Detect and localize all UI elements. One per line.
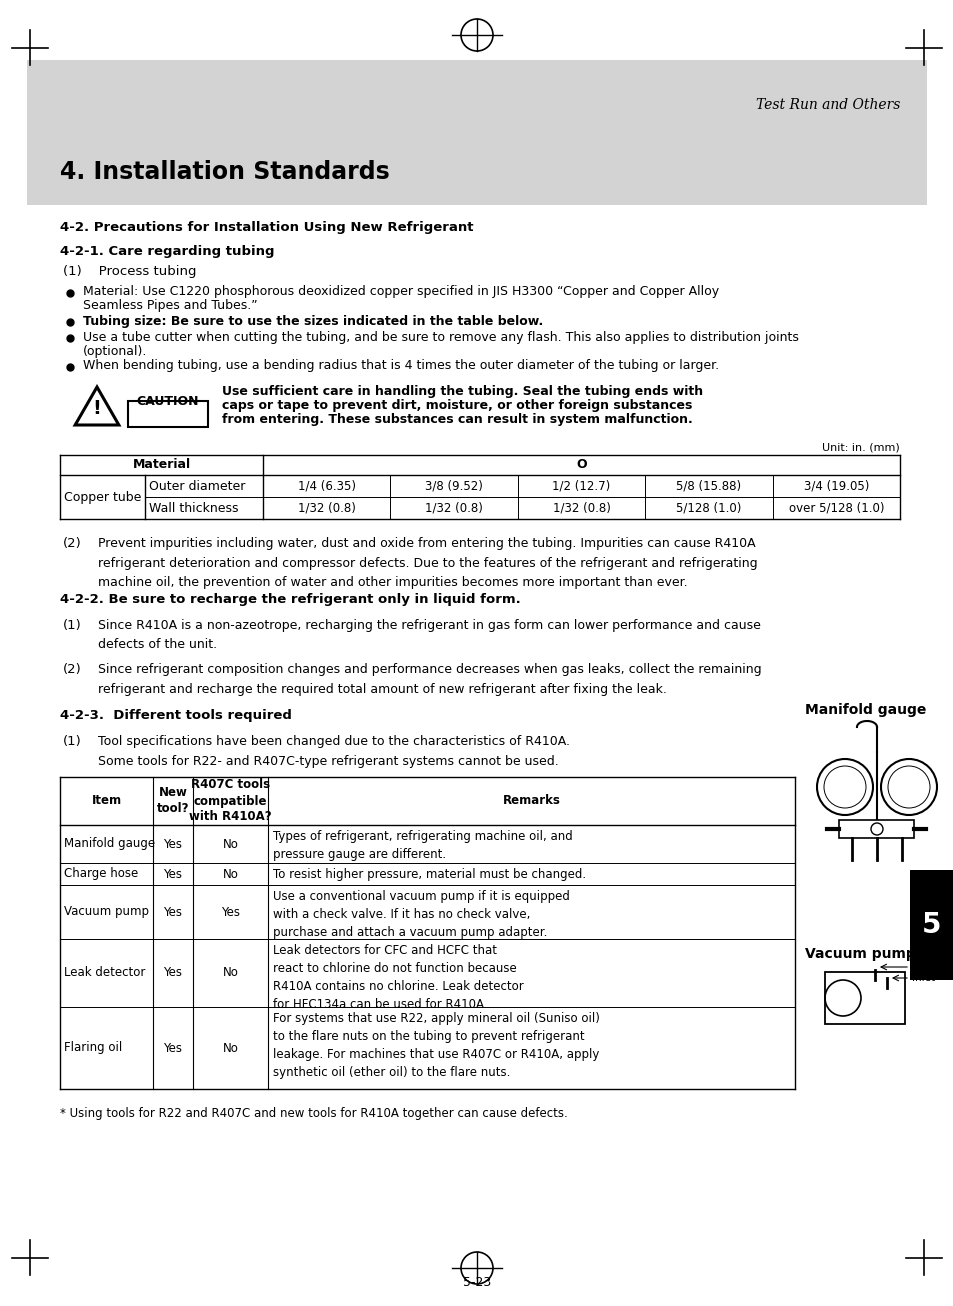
Text: Leak detector: Leak detector xyxy=(64,966,145,980)
Text: New
tool?: New tool? xyxy=(156,786,189,815)
Text: 1/32 (0.8): 1/32 (0.8) xyxy=(297,502,355,515)
Text: Material: Material xyxy=(132,458,191,471)
Text: Use sufficient care in handling the tubing. Seal the tubing ends with: Use sufficient care in handling the tubi… xyxy=(222,385,702,398)
Text: Yes: Yes xyxy=(163,1041,182,1054)
Text: Charge hose: Charge hose xyxy=(64,867,138,880)
Text: (1)    Process tubing: (1) Process tubing xyxy=(63,265,196,278)
Text: (1): (1) xyxy=(63,619,82,632)
Bar xyxy=(909,870,953,980)
Text: Use a conventional vacuum pump if it is equipped
with a check valve. If it has n: Use a conventional vacuum pump if it is … xyxy=(273,889,569,939)
Text: (2): (2) xyxy=(63,663,82,677)
Text: For systems that use R22, apply mineral oil (Suniso oil)
to the flare nuts on th: For systems that use R22, apply mineral … xyxy=(273,1012,599,1079)
Text: 5/8 (15.88): 5/8 (15.88) xyxy=(676,479,740,492)
Text: No: No xyxy=(222,867,238,880)
Text: 4. Installation Standards: 4. Installation Standards xyxy=(60,161,390,184)
Text: Tubing size: Be sure to use the sizes indicated in the table below.: Tubing size: Be sure to use the sizes in… xyxy=(83,315,542,328)
Text: Flaring oil: Flaring oil xyxy=(64,1041,122,1054)
Text: Manifold gauge: Manifold gauge xyxy=(804,703,925,717)
Text: Item: Item xyxy=(91,794,121,807)
Text: Yes: Yes xyxy=(163,905,182,918)
Text: Vacuum pump: Vacuum pump xyxy=(64,905,149,918)
Text: Use a tube cutter when cutting the tubing, and be sure to remove any flash. This: Use a tube cutter when cutting the tubin… xyxy=(83,330,798,343)
Text: Since R410A is a non-azeotrope, recharging the refrigerant in gas form can lower: Since R410A is a non-azeotrope, rechargi… xyxy=(98,619,760,652)
Text: O: O xyxy=(576,458,586,471)
Text: over 5/128 (1.0): over 5/128 (1.0) xyxy=(788,502,883,515)
Text: !: ! xyxy=(92,398,101,418)
Text: 4-2-2. Be sure to recharge the refrigerant only in liquid form.: 4-2-2. Be sure to recharge the refrigera… xyxy=(60,593,520,606)
Text: Vacuum pump: Vacuum pump xyxy=(804,947,915,961)
Text: When bending tubing, use a bending radius that is 4 times the outer diameter of : When bending tubing, use a bending radiu… xyxy=(83,359,719,372)
Text: caps or tape to prevent dirt, moisture, or other foreign substances: caps or tape to prevent dirt, moisture, … xyxy=(222,400,692,413)
Text: * Using tools for R22 and R407C and new tools for R410A together can cause defec: * Using tools for R22 and R407C and new … xyxy=(60,1107,567,1121)
Text: Types of refrigerant, refrigerating machine oil, and
pressure gauge are differen: Types of refrigerant, refrigerating mach… xyxy=(273,831,572,861)
Text: Since refrigerant composition changes and performance decreases when gas leaks, : Since refrigerant composition changes an… xyxy=(98,663,760,696)
Text: CAUTION: CAUTION xyxy=(136,394,199,407)
Polygon shape xyxy=(75,387,119,424)
Text: Yes: Yes xyxy=(163,867,182,880)
Text: Unit: in. (mm): Unit: in. (mm) xyxy=(821,441,899,452)
Text: (optional).: (optional). xyxy=(83,345,147,358)
Text: Prevent impurities including water, dust and oxide from entering the tubing. Imp: Prevent impurities including water, dust… xyxy=(98,537,757,589)
Text: (1): (1) xyxy=(63,735,82,748)
Text: No: No xyxy=(222,1041,238,1054)
Text: 5: 5 xyxy=(922,912,941,939)
Text: R407C tools
compatible
with R410A?: R407C tools compatible with R410A? xyxy=(189,778,272,824)
Bar xyxy=(27,60,926,205)
Text: 1/2 (12.7): 1/2 (12.7) xyxy=(552,479,610,492)
Text: Outer diameter: Outer diameter xyxy=(149,479,245,492)
Text: Yes: Yes xyxy=(163,966,182,980)
Text: Tool specifications have been changed due to the characteristics of R410A.
Some : Tool specifications have been changed du… xyxy=(98,735,569,768)
Text: Outlet: Outlet xyxy=(911,963,943,972)
Text: 1/32 (0.8): 1/32 (0.8) xyxy=(425,502,482,515)
Text: No: No xyxy=(222,837,238,850)
Text: Leak detectors for CFC and HCFC that
react to chlorine do not function because
R: Leak detectors for CFC and HCFC that rea… xyxy=(273,944,523,1011)
Text: To resist higher pressure, material must be changed.: To resist higher pressure, material must… xyxy=(273,868,585,882)
Text: 4-2-1. Care regarding tubing: 4-2-1. Care regarding tubing xyxy=(60,246,274,259)
Bar xyxy=(824,972,904,1024)
Text: 5-23: 5-23 xyxy=(462,1276,491,1289)
Text: (2): (2) xyxy=(63,537,82,550)
Text: Remarks: Remarks xyxy=(502,794,559,807)
Text: Seamless Pipes and Tubes.”: Seamless Pipes and Tubes.” xyxy=(83,299,257,312)
Text: 5/128 (1.0): 5/128 (1.0) xyxy=(676,502,740,515)
Text: Material: Use C1220 phosphorous deoxidized copper specified in JIS H3300 “Copper: Material: Use C1220 phosphorous deoxidiz… xyxy=(83,286,719,299)
Text: 1/32 (0.8): 1/32 (0.8) xyxy=(552,502,610,515)
Text: 3/8 (9.52): 3/8 (9.52) xyxy=(425,479,482,492)
Text: Copper tube: Copper tube xyxy=(64,491,141,504)
Bar xyxy=(128,401,208,427)
Text: 4-2-3.  Different tools required: 4-2-3. Different tools required xyxy=(60,708,292,721)
Text: from entering. These substances can result in system malfunction.: from entering. These substances can resu… xyxy=(222,414,692,427)
Text: Yes: Yes xyxy=(163,837,182,850)
Text: No: No xyxy=(222,966,238,980)
Text: Wall thickness: Wall thickness xyxy=(149,502,238,515)
Text: Yes: Yes xyxy=(221,905,240,918)
Text: Inlet: Inlet xyxy=(911,973,934,983)
Text: 4-2. Precautions for Installation Using New Refrigerant: 4-2. Precautions for Installation Using … xyxy=(60,222,473,235)
Bar xyxy=(839,820,914,838)
Text: Test Run and Others: Test Run and Others xyxy=(755,98,899,112)
Text: 1/4 (6.35): 1/4 (6.35) xyxy=(297,479,355,492)
Text: Manifold gauge: Manifold gauge xyxy=(64,837,155,850)
Text: 3/4 (19.05): 3/4 (19.05) xyxy=(802,479,868,492)
